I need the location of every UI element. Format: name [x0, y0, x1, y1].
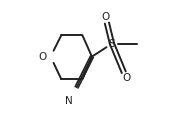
Text: O: O: [122, 73, 130, 83]
Text: O: O: [101, 12, 110, 22]
Text: N: N: [65, 96, 73, 106]
Text: S: S: [109, 39, 115, 49]
Text: O: O: [39, 52, 47, 62]
